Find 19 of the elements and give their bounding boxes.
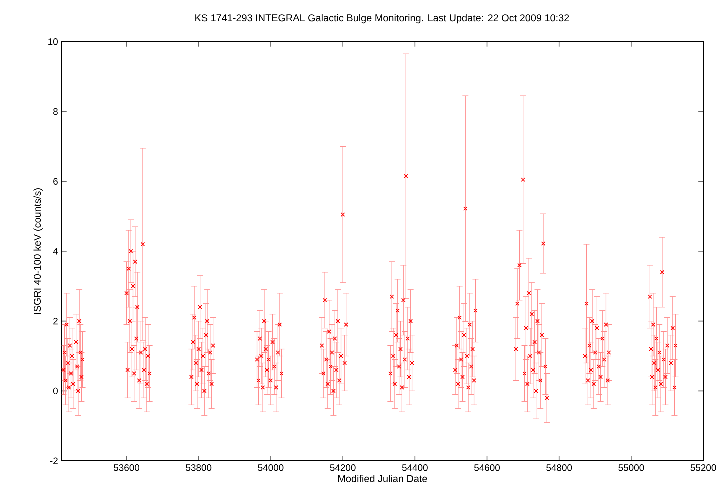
x-tick-label: 53600 [114,464,140,472]
y-tick-label: -2 [50,458,58,464]
x-tick-label: 54600 [474,464,500,472]
x-tick-label: 55200 [690,464,716,472]
y-tick-label: 8 [54,108,58,116]
y-tick-label: 6 [54,178,58,185]
chart-title: KS 1741-293 INTEGRAL Galactic Bulge Monitoring. Last Update: 22 Oct 2009 10:32 [196,14,570,24]
y-tick-label: 2 [54,318,58,325]
y-tick-label: 4 [53,248,58,255]
y-axis-title: ISGRI 40-100 keV (counts/s) [34,188,44,314]
x-tick-label: 53800 [186,464,212,472]
x-tick-label: 55000 [618,464,644,472]
x-tick-label: 54800 [546,464,572,472]
x-axis-title: Modified Julian Date [338,475,428,482]
y-tick-label: 0 [53,388,58,395]
x-tick-label: 54400 [402,464,428,472]
y-tick-label: 10 [48,38,58,46]
x-tick-label: 54000 [258,464,284,472]
x-tick-label: 54200 [330,464,356,472]
